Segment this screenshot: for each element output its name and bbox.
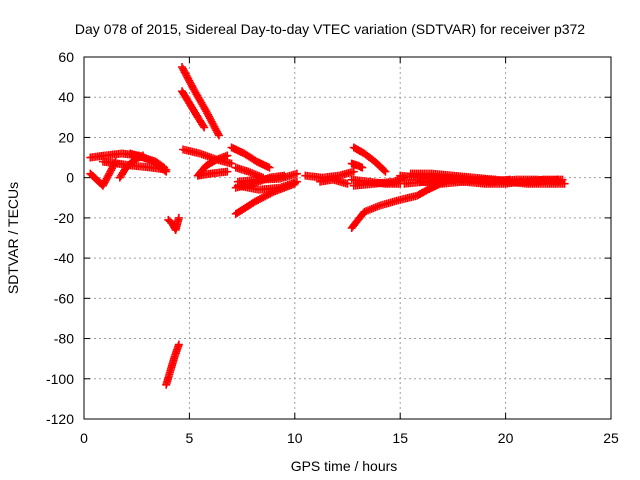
data-point-marker	[174, 213, 183, 222]
data-series-arc-7	[162, 340, 183, 389]
x-tick-label: 0	[80, 430, 88, 446]
data-point-marker-trail	[349, 160, 361, 170]
data-point-marker-trail	[153, 158, 167, 171]
data-point-marker	[358, 163, 367, 172]
data-point-marker-trail	[203, 156, 220, 169]
data-point-marker-trail	[377, 196, 403, 210]
data-series-arc-8	[178, 63, 223, 140]
data-series-arc-12	[193, 167, 232, 180]
data-point-marker-trail	[361, 150, 378, 165]
y-tick-label: -60	[54, 290, 74, 306]
data-point-marker-trail	[348, 209, 368, 231]
chart-title: Day 078 of 2015, Sidereal Day-to-day VTE…	[75, 21, 585, 37]
data-point-marker	[560, 179, 569, 188]
plot-border	[83, 56, 612, 420]
y-tick-label: 60	[58, 49, 74, 65]
y-tick-label: -80	[54, 331, 74, 347]
data-point-marker-trail	[180, 145, 203, 158]
data-point-marker	[292, 169, 301, 178]
data-series-arc-5	[126, 149, 169, 172]
data-point-marker-trail	[355, 162, 365, 171]
data-point-marker-trail	[414, 186, 431, 199]
x-tick-label: 5	[186, 430, 194, 446]
data-point-marker-trail	[372, 158, 389, 175]
y-tick-label: -120	[46, 411, 74, 427]
data-series-arc-18	[231, 171, 289, 192]
x-tick-label: 15	[392, 430, 408, 446]
y-tick-label: -100	[46, 371, 74, 387]
x-tick-label: 10	[287, 430, 303, 446]
y-tick-label: 40	[58, 89, 74, 105]
data-point-marker-trail	[208, 167, 230, 178]
data-point-marker-trail	[398, 192, 420, 204]
data-point-marker-trail	[178, 64, 197, 92]
y-tick-label: 0	[66, 170, 74, 186]
data-point-marker-trail	[178, 88, 193, 106]
data-points	[86, 63, 569, 389]
data-point-marker-trail	[203, 109, 223, 138]
data-series-arc-22	[349, 143, 390, 176]
y-tick-label: 20	[58, 129, 74, 145]
grid	[84, 57, 611, 419]
data-point-marker-trail	[194, 115, 208, 130]
data-point-marker	[227, 159, 236, 168]
data-point-marker	[200, 123, 209, 132]
data-point-marker-trail	[241, 150, 260, 165]
data-point-marker-trail	[165, 217, 176, 227]
data-point-marker	[223, 151, 232, 160]
data-series-arc-6	[164, 213, 183, 234]
data-point-marker	[214, 131, 223, 140]
data-series-arc-23	[347, 159, 367, 172]
data-point-marker	[343, 179, 352, 188]
data-point-marker-trail	[87, 170, 100, 183]
data-series-arc-9	[178, 87, 209, 132]
data-series-arc-32	[522, 175, 567, 186]
data-series-arc-13	[227, 143, 274, 172]
x-tick-label: 25	[603, 430, 619, 446]
y-tick-label: -40	[54, 250, 74, 266]
data-point-marker	[265, 163, 274, 172]
data-point-marker-trail	[252, 188, 276, 205]
data-point-marker	[174, 340, 183, 349]
y-tick-label: -20	[54, 210, 74, 226]
data-point-marker	[280, 171, 289, 180]
x-axis-label: GPS time / hours	[291, 458, 398, 474]
data-point-marker	[292, 177, 301, 186]
data-point-marker-trail	[233, 198, 258, 217]
data-point-marker-trail	[190, 86, 210, 114]
data-point-marker-trail	[99, 171, 113, 188]
data-point-marker-trail	[186, 100, 201, 120]
y-axis-label: SDTVAR / TECUs	[5, 182, 21, 294]
data-point-marker	[558, 175, 567, 184]
axis-ticks: 0 5 10 15 20 25 -120 -100 -80 -60 -40 -20 0 20 40 60	[46, 49, 619, 446]
x-tick-label: 20	[498, 430, 514, 446]
data-point-marker-trail	[351, 144, 367, 157]
data-series-arc-20	[316, 175, 352, 188]
data-point-marker	[223, 167, 232, 176]
data-point-marker	[381, 167, 390, 176]
data-point-marker	[349, 167, 358, 176]
data-point-marker	[160, 163, 169, 172]
data-point-marker-trail	[116, 165, 130, 180]
